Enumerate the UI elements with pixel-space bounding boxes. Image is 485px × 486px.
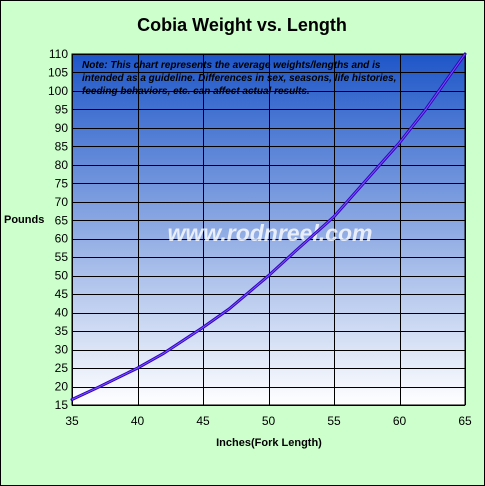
x-tick-label: 45 bbox=[196, 414, 210, 428]
x-tick-labels: 35 40 45 50 55 60 65 bbox=[65, 414, 472, 428]
y-tick-label: 85 bbox=[55, 139, 69, 153]
grid-lines bbox=[72, 54, 466, 406]
y-tick-labels: 15 20 25 30 35 40 45 50 55 60 65 70 75 80 85 90 95 100 105… bbox=[48, 47, 68, 412]
y-axis-label: Pounds bbox=[4, 214, 44, 226]
y-tick-label: 70 bbox=[55, 195, 69, 209]
note-line-3: feeding behaviors, etc. can affect actua… bbox=[82, 86, 310, 97]
series-layer bbox=[70, 52, 467, 401]
series-line-highlight bbox=[71, 53, 466, 400]
y-tick-label: 80 bbox=[55, 158, 69, 172]
y-tick-label: 15 bbox=[55, 398, 69, 412]
plot-area bbox=[71, 53, 466, 406]
y-tick-label: 30 bbox=[55, 343, 69, 357]
y-tick-label: 100 bbox=[48, 84, 68, 98]
y-tick-label: 45 bbox=[55, 287, 69, 301]
y-tick-label: 55 bbox=[55, 250, 69, 264]
y-tick-label: 105 bbox=[48, 65, 68, 79]
x-tick-label: 60 bbox=[393, 414, 407, 428]
x-tick-label: 65 bbox=[458, 414, 472, 428]
y-tick-label: 60 bbox=[55, 232, 69, 246]
note-line-1: Note: This chart represents the average … bbox=[82, 60, 381, 71]
x-tick-label: 55 bbox=[327, 414, 341, 428]
y-tick-label: 95 bbox=[55, 102, 69, 116]
y-tick-label: 50 bbox=[55, 269, 69, 283]
y-tick-label: 110 bbox=[49, 47, 68, 61]
y-tick-label: 40 bbox=[55, 306, 69, 320]
watermark: www.rodnreel.com bbox=[168, 220, 373, 246]
y-tick-label: 25 bbox=[55, 361, 69, 375]
x-axis-label: Inches(Fork Length) bbox=[216, 437, 322, 449]
y-tick-label: 75 bbox=[55, 176, 69, 190]
y-tick-label: 90 bbox=[55, 121, 69, 135]
x-tick-label: 50 bbox=[262, 414, 276, 428]
x-tick-label: 35 bbox=[65, 414, 79, 428]
chart-note: Note: This chart represents the average … bbox=[82, 60, 396, 97]
y-tick-label: 65 bbox=[55, 213, 69, 227]
y-tick-label: 20 bbox=[55, 380, 69, 394]
chart-title: Cobia Weight vs. Length bbox=[137, 15, 347, 35]
x-tick-label: 40 bbox=[131, 414, 145, 428]
note-line-2: intended as a guideline. Differences in … bbox=[82, 73, 396, 84]
y-tick-label: 35 bbox=[55, 324, 69, 338]
